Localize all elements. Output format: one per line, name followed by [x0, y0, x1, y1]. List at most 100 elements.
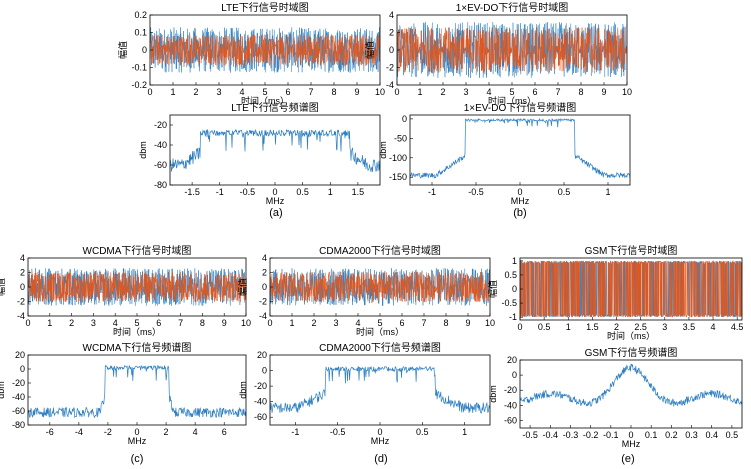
wcdma_spec-xtick-label: 0	[134, 427, 139, 437]
gsm_time-ylabel: 幅值	[487, 280, 498, 298]
wcdma_time-xtick-label: 0	[25, 318, 30, 328]
evdo_spec-xtick-label: 0.5	[558, 187, 571, 197]
wcdma_time-xtick-label: 8	[200, 318, 205, 328]
wcdma_time-ytick-label: -2	[17, 297, 25, 307]
gsm_time-xtick-label: 1.5	[586, 322, 599, 332]
cdma_time-xtick-label: 7	[421, 318, 426, 328]
cdma_time-ytick-label: -4	[259, 311, 267, 321]
evdo_spec-ytick-label: -150	[389, 172, 407, 182]
gsm_spec-ylabel: dbm	[488, 385, 498, 403]
wcdma_spec-xtick-label: 4	[193, 427, 198, 437]
gsm_spec-xtick-label: 0.2	[665, 430, 678, 440]
cdma_time-xtick-label: 8	[443, 318, 448, 328]
cdma_time-xtick-label: 10	[485, 318, 495, 328]
lte_time-xtick-label: 7	[308, 87, 313, 97]
panel-label-0: (a)	[269, 207, 282, 219]
wcdma_time-xtick-label: 2	[69, 318, 74, 328]
cdma_spec-xtick-label: -1	[291, 427, 299, 437]
gsm_time-xtick-label: 4.5	[731, 322, 744, 332]
lte_time-xtick-label: 5	[262, 87, 267, 97]
lte_time-title: LTE下行信号时域图	[221, 1, 309, 14]
lte_spec-ytick-label: -20	[154, 120, 167, 130]
gsm_spec-xtick-label: 0.1	[645, 430, 658, 440]
evdo_spec-frame	[409, 114, 631, 186]
lte_spec-ytick-label: -60	[154, 160, 167, 170]
evdo_time-ytick-label: -2	[386, 63, 394, 73]
evdo_spec-series-spectrum	[410, 117, 630, 179]
cdma_time-ytick-label: 0	[262, 282, 267, 292]
wcdma_time-title: WCDMA下行信号时域图	[83, 244, 192, 257]
cdma_time-xtick-label: 1	[289, 318, 294, 328]
lte_time-xtick-label: 4	[239, 87, 244, 97]
lte_spec-xtick-label: 1.5	[352, 187, 365, 197]
wcdma_time-xtick-label: 5	[134, 318, 139, 328]
gsm_spec-xtick-label: -0.5	[522, 430, 538, 440]
cdma_time-xtick-label: 0	[267, 318, 272, 328]
gsm_spec-xtick-label: -0.1	[603, 430, 619, 440]
evdo_time-ytick-label: 0	[389, 45, 394, 55]
wcdma_time-xtick-label: 4	[113, 318, 118, 328]
cdma_spec-title: CDMA2000下行信号频谱图	[319, 341, 441, 354]
wcdma_time-xtick-label: 7	[178, 318, 183, 328]
evdo_time-xtick-label: 6	[532, 87, 537, 97]
evdo_spec-xlabel: MHz	[511, 196, 530, 206]
lte_time-xtick-label: 0	[147, 87, 152, 97]
cdma_spec-xtick-label: 0.5	[416, 427, 429, 437]
lte_time-xtick-label: 10	[375, 87, 385, 97]
gsm_spec-series-spectrum	[520, 363, 742, 407]
cdma_spec-xtick-label: -0.5	[330, 427, 346, 437]
cdma_time-xtick-label: 3	[333, 318, 338, 328]
gsm_time-xtick-label: 0.5	[538, 322, 551, 332]
lte_time-ytick-label: -0.1	[131, 63, 147, 73]
wcdma_time-xtick-label: 3	[91, 318, 96, 328]
cdma_spec-ylabel: dbm	[238, 381, 248, 399]
gsm_spec-xtick-label: -0.4	[543, 430, 559, 440]
cdma_time-xlabel: 时间（ms）	[356, 326, 404, 337]
gsm_time-ytick-label: -1	[509, 312, 517, 322]
cdma_time-ytick-label: 4	[262, 253, 267, 263]
gsm_spec-ytick-label: 0	[512, 370, 517, 380]
cdma_time-xtick-label: 6	[399, 318, 404, 328]
lte_time-ylabel: 幅值	[117, 41, 128, 59]
evdo_time-ylabel: 幅值	[364, 41, 375, 59]
gsm_time-xtick-label: 2	[614, 322, 619, 332]
evdo_time-ytick-label: 4	[389, 10, 394, 20]
wcdma_time-xtick-label: 10	[241, 318, 251, 328]
wcdma_spec-ylabel: dbm	[0, 381, 6, 399]
evdo_spec-xtick-label: -0.5	[468, 187, 484, 197]
wcdma_spec-xtick-label: -2	[104, 427, 112, 437]
gsm_spec-ytick-label: -40	[504, 400, 517, 410]
cdma_time-xtick-label: 2	[311, 318, 316, 328]
panel-label-1: (b)	[513, 207, 526, 219]
evdo_time-xlabel: 时间（ms）	[488, 95, 536, 106]
cdma_spec-series-spectrum	[270, 365, 490, 414]
wcdma_spec-xtick-label: -6	[46, 427, 54, 437]
lte_spec-xtick-label: -0.5	[240, 187, 256, 197]
wcdma_time-ytick-label: 4	[20, 253, 25, 263]
gsm_time-ytick-label: -0.5	[501, 298, 517, 308]
evdo_spec-xtick-label: 1	[605, 187, 610, 197]
gsm_time-xtick-label: 3	[662, 322, 667, 332]
cdma_time-xtick-label: 4	[355, 318, 360, 328]
gsm_spec-ytick-label: -60	[504, 415, 517, 425]
evdo_time-xtick-label: 9	[601, 87, 606, 97]
gsm_time-xtick-label: 3.5	[683, 322, 696, 332]
cdma_time-xtick-label: 9	[465, 318, 470, 328]
cdma_time-ylabel: 幅值	[237, 278, 248, 296]
panel-label-4: (e)	[621, 453, 634, 465]
gsm_spec-xtick-label: -0.2	[583, 430, 599, 440]
cdma_spec-ytick-label: -40	[254, 397, 267, 407]
wcdma_time-series-Q	[28, 271, 246, 303]
cdma_spec-ytick-label: -60	[254, 412, 267, 422]
wcdma_spec-ytick-label: -60	[12, 406, 25, 416]
lte_time-xtick-label: 3	[216, 87, 221, 97]
evdo_time-series-Q	[397, 27, 627, 73]
gsm_spec-xtick-label: 0.3	[685, 430, 698, 440]
evdo_spec-ytick-label: -50	[394, 133, 407, 143]
evdo_spec-ytick-label: 0	[402, 114, 407, 124]
wcdma_spec-ytick-label: -20	[12, 378, 25, 388]
wcdma_spec-xlabel: MHz	[128, 436, 147, 446]
lte_time-xtick-label: 8	[331, 87, 336, 97]
cdma_spec-xtick-label: 0	[377, 427, 382, 437]
lte_time-series-Q	[150, 34, 380, 67]
